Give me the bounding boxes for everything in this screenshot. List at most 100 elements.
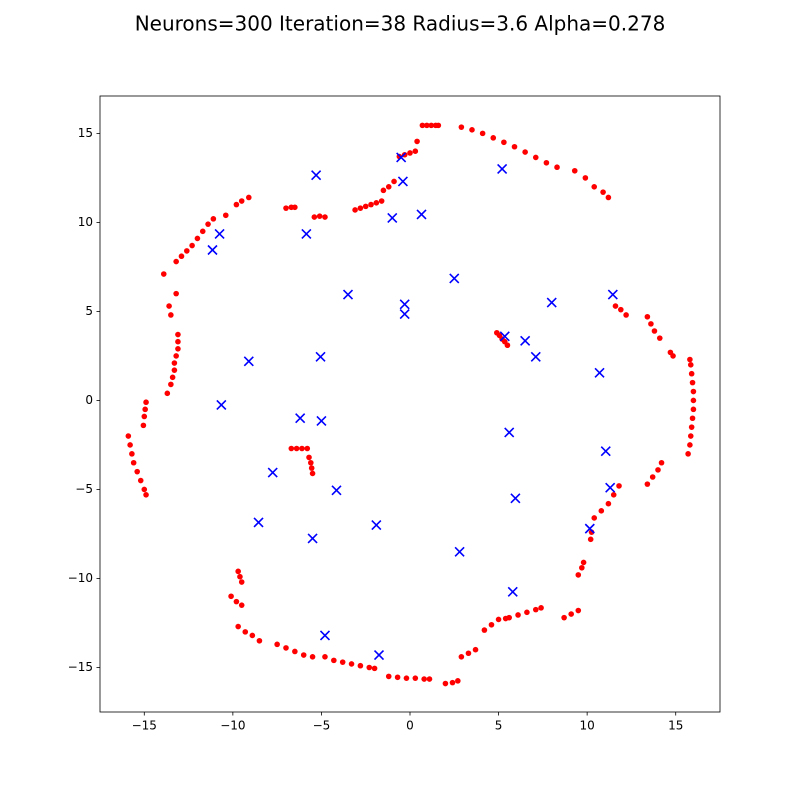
y-tick-label: −15	[68, 660, 93, 674]
y-tick-label: 15	[78, 126, 93, 140]
dot	[143, 491, 149, 498]
dot	[331, 657, 337, 664]
dot	[449, 679, 456, 686]
dot	[412, 675, 419, 681]
dot	[687, 356, 693, 363]
dot	[125, 433, 132, 439]
dot	[504, 342, 511, 349]
x-marker	[307, 533, 318, 544]
dot	[141, 413, 148, 420]
dot	[233, 598, 240, 605]
dot	[391, 178, 397, 185]
dot	[442, 680, 449, 687]
dot	[394, 674, 401, 681]
dot	[522, 149, 528, 155]
dot	[140, 422, 147, 429]
dot	[171, 360, 178, 366]
dot	[690, 388, 697, 395]
dot	[428, 122, 435, 129]
dot	[173, 290, 179, 297]
dot	[309, 470, 316, 477]
dot	[465, 650, 472, 657]
dot	[311, 214, 318, 220]
dot	[435, 122, 442, 129]
x-marker	[373, 649, 385, 661]
y-tick-label: 0	[85, 393, 93, 407]
dot	[687, 433, 694, 439]
dot	[591, 515, 598, 521]
dot	[605, 194, 612, 201]
dot	[587, 536, 594, 543]
x-marker	[216, 399, 227, 410]
dot	[169, 374, 176, 381]
dot	[141, 486, 148, 493]
dot	[175, 331, 181, 338]
dot	[689, 415, 696, 422]
x-tick-label: −10	[220, 719, 245, 733]
dot	[199, 228, 206, 235]
dot	[256, 637, 263, 644]
dot	[228, 593, 234, 600]
dot	[130, 459, 137, 466]
dot	[385, 673, 392, 680]
x-marker	[371, 519, 382, 531]
dot	[511, 143, 518, 150]
dot	[238, 602, 245, 608]
dot	[134, 468, 140, 475]
dot	[299, 445, 305, 452]
dot	[515, 612, 521, 618]
dot	[143, 399, 149, 406]
x-tick-label: 0	[406, 719, 414, 733]
dot	[348, 661, 355, 667]
dot	[543, 159, 550, 166]
dot	[235, 568, 241, 575]
dot	[690, 397, 697, 404]
y-tick-label: −10	[68, 571, 93, 585]
dot	[419, 122, 426, 129]
dot	[524, 609, 530, 616]
dot	[292, 648, 298, 655]
dot	[194, 235, 201, 242]
dot	[506, 614, 512, 621]
dot	[127, 442, 133, 448]
dot	[623, 312, 629, 318]
dot	[322, 214, 328, 220]
dot	[237, 573, 243, 580]
dot	[575, 607, 582, 614]
x-marker	[207, 244, 218, 256]
dot	[300, 652, 307, 658]
dot	[490, 135, 497, 141]
dot	[283, 645, 289, 651]
x-marker	[396, 152, 407, 163]
dot	[171, 367, 178, 373]
dot	[306, 454, 312, 461]
y-tick-label: 5	[85, 304, 93, 318]
x-marker	[499, 331, 510, 342]
dot	[238, 579, 245, 585]
dot	[242, 629, 249, 635]
dot	[308, 465, 315, 471]
dot	[687, 362, 694, 368]
x-marker	[594, 367, 605, 378]
dot	[495, 616, 502, 623]
dot	[173, 353, 179, 359]
dot	[373, 200, 380, 206]
dot	[189, 242, 195, 249]
dot	[316, 213, 323, 219]
dot	[488, 621, 495, 628]
dot	[421, 676, 427, 682]
dot	[160, 271, 167, 277]
dot	[407, 150, 413, 156]
x-marker	[387, 212, 398, 224]
dot	[137, 477, 144, 484]
dot	[538, 605, 544, 611]
dot	[472, 646, 479, 653]
x-marker	[607, 289, 618, 300]
dot	[455, 678, 461, 684]
x-marker	[530, 351, 541, 362]
dot	[246, 194, 252, 201]
x-tick-label: 15	[668, 719, 683, 733]
dot	[283, 205, 289, 211]
